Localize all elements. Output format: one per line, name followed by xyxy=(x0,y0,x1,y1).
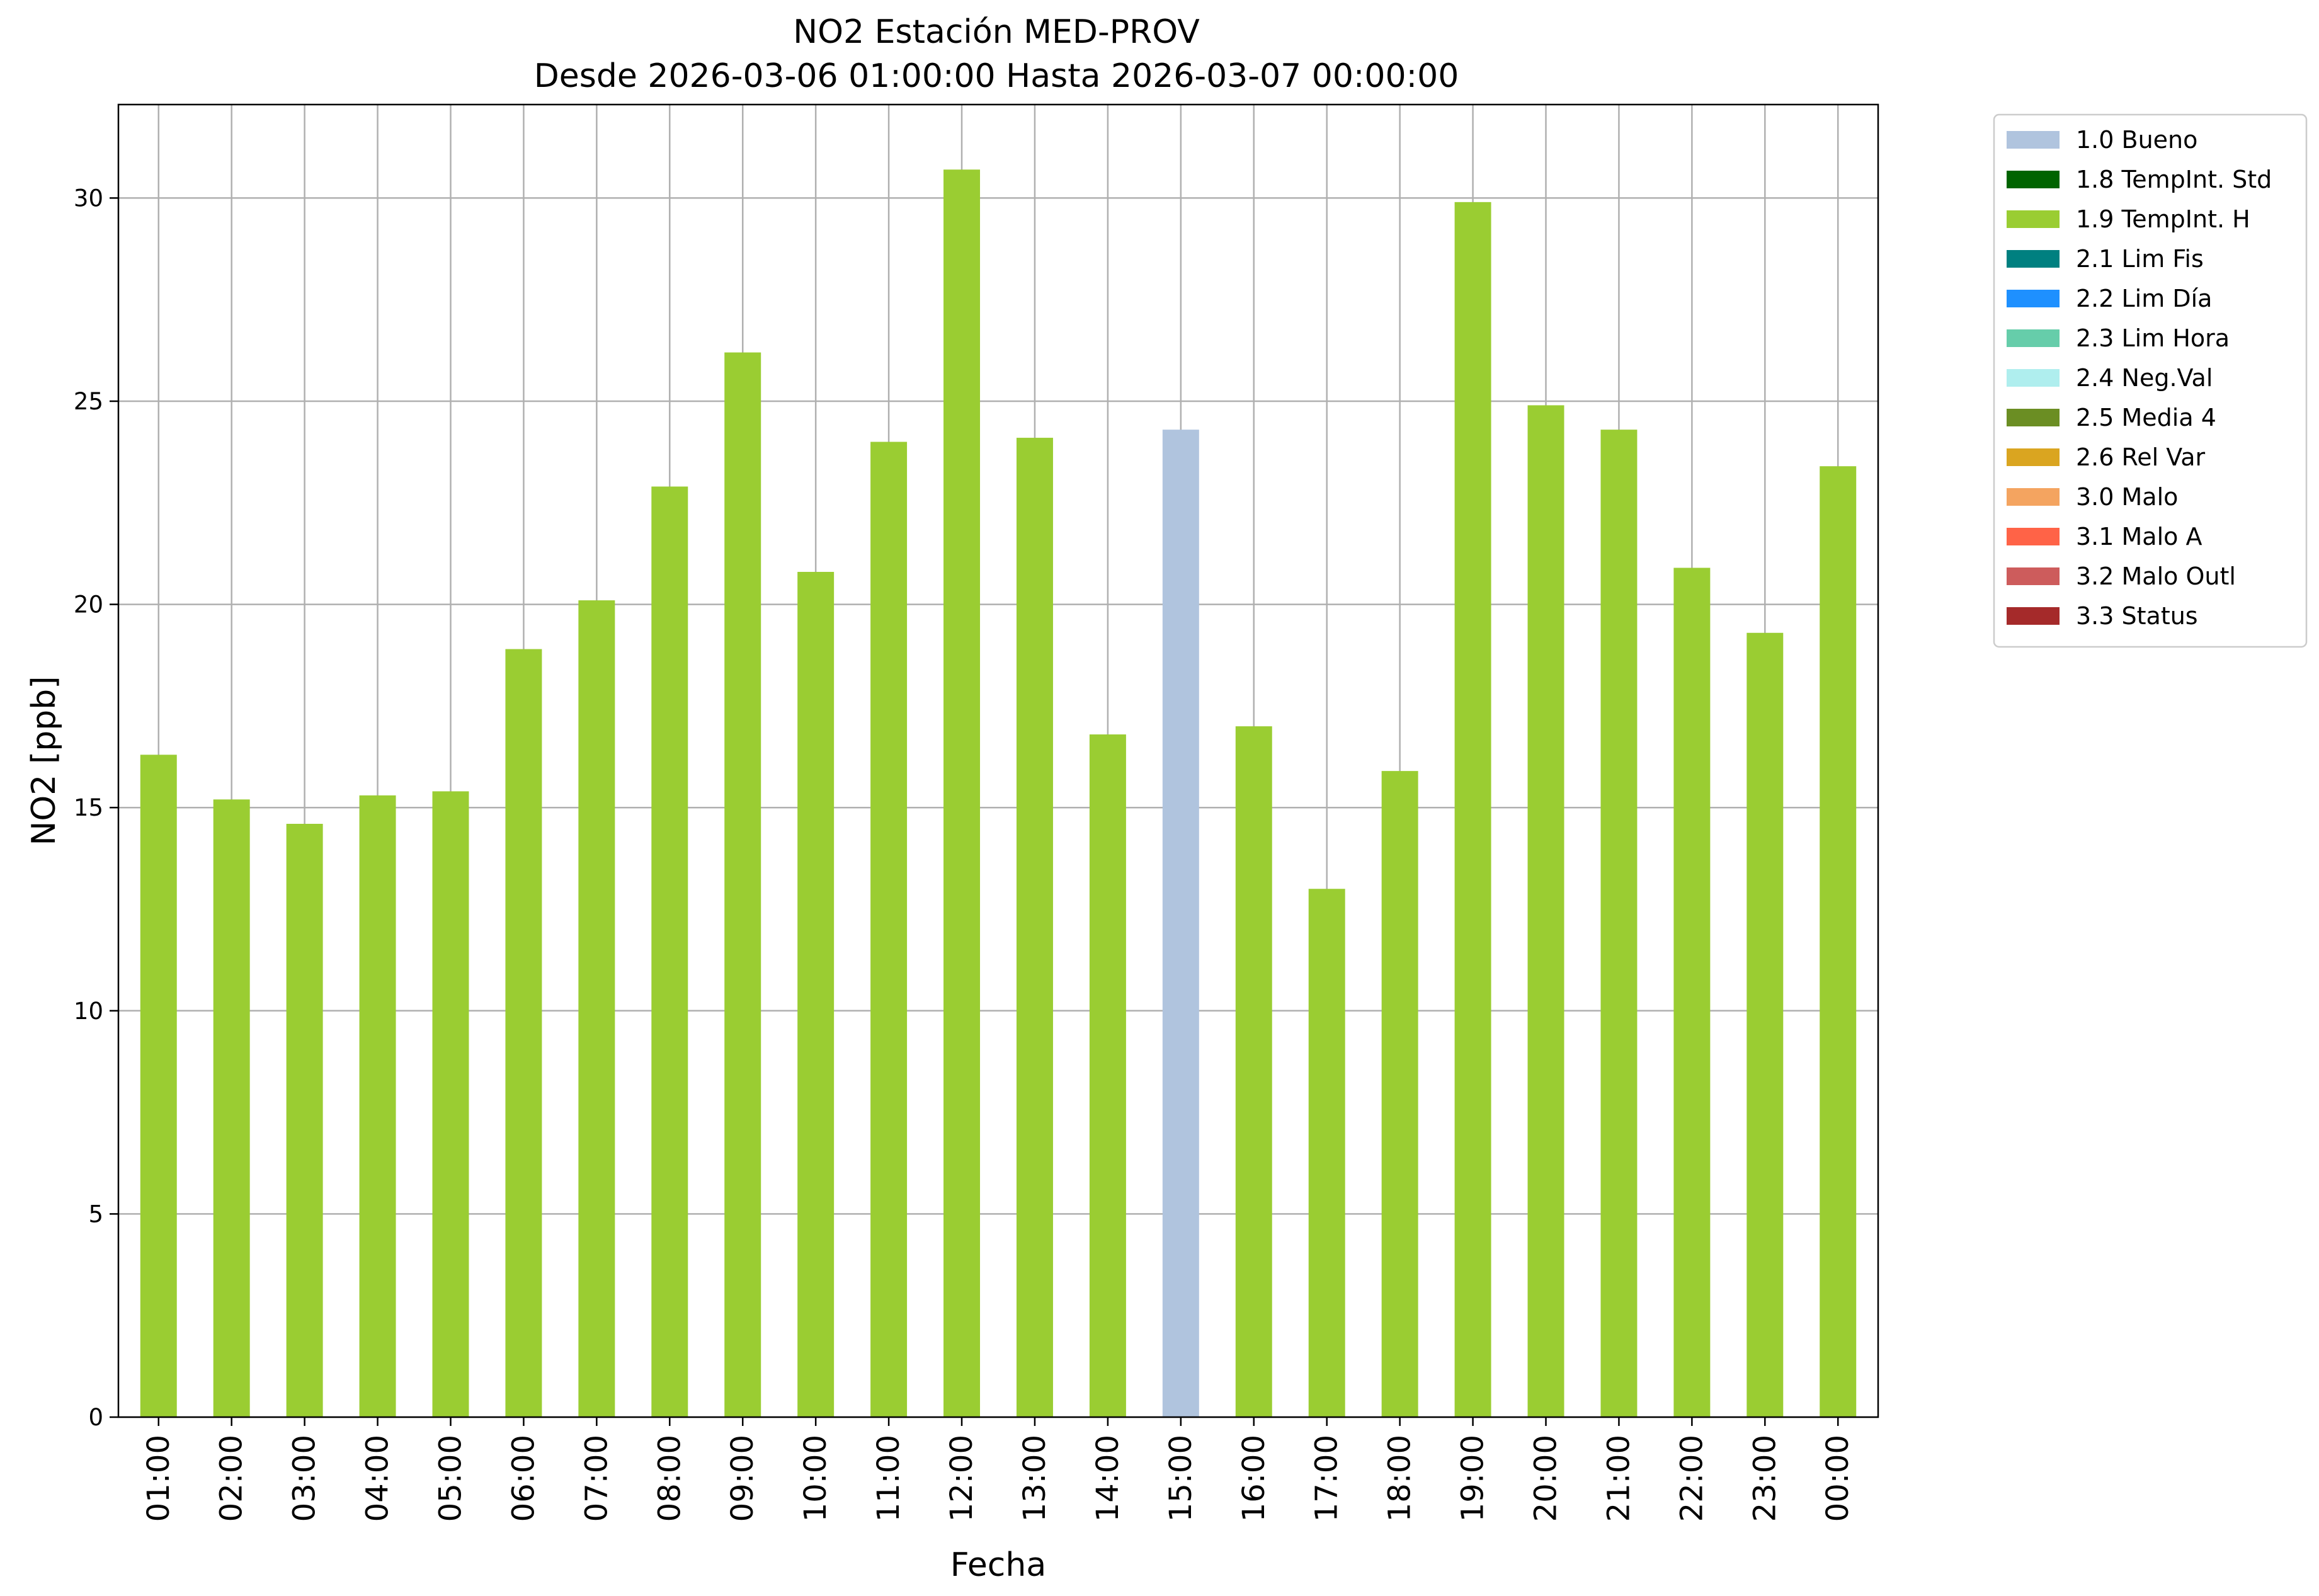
bar-1600 xyxy=(1235,726,1272,1417)
bar-1200 xyxy=(943,169,981,1418)
legend: 1.0 Bueno 1.8 TempInt. Std 1.9 TempInt. H 2… xyxy=(1993,113,2308,648)
legend-swatch xyxy=(2007,528,2060,545)
x-tick-label: 03:00 xyxy=(287,1435,322,1522)
x-tick-label: 09:00 xyxy=(725,1435,760,1522)
y-axis: 0 5 10 15 20 25 30 xyxy=(74,185,118,1431)
legend-swatch xyxy=(2007,210,2060,228)
x-axis-label: Fecha xyxy=(950,1546,1046,1584)
chart-title: NO2 Estación MED-PROV xyxy=(793,13,1200,51)
x-tick-label: 21:00 xyxy=(1601,1435,1636,1522)
y-tick-label: 5 xyxy=(88,1200,103,1228)
legend-swatch xyxy=(2007,448,2060,466)
bar-0400 xyxy=(359,795,396,1417)
x-tick-label: 08:00 xyxy=(652,1435,687,1522)
x-tick-label: 23:00 xyxy=(1747,1435,1782,1522)
plot-background xyxy=(118,105,1878,1417)
legend-swatch xyxy=(2007,290,2060,307)
bar-0000 xyxy=(1820,466,1857,1417)
x-tick-label: 10:00 xyxy=(798,1435,833,1522)
legend-entry-label: 2.2 Lim Día xyxy=(2076,285,2212,312)
bar-0500 xyxy=(432,791,469,1417)
bar-2300 xyxy=(1746,632,1784,1417)
bar-group xyxy=(140,169,1857,1418)
bar-1500 xyxy=(1162,430,1199,1417)
legend-entry-label: 3.1 Malo A xyxy=(2076,523,2202,550)
legend-entry-label: 1.9 TempInt. H xyxy=(2076,205,2250,233)
x-tick-label: 06:00 xyxy=(506,1435,541,1522)
legend-entry-label: 2.3 Lim Hora xyxy=(2076,324,2230,352)
legend-entry-label: 3.2 Malo Outl xyxy=(2076,562,2236,590)
y-tick-label: 0 xyxy=(88,1404,103,1431)
x-tick-label: 22:00 xyxy=(1674,1435,1709,1522)
legend-swatch xyxy=(2007,488,2060,506)
legend-entry-label: 2.4 Neg.Val xyxy=(2076,364,2213,392)
bar-1900 xyxy=(1454,202,1491,1418)
legend-entry-label: 2.1 Lim Fis xyxy=(2076,245,2204,273)
legend-entry-label: 3.0 Malo xyxy=(2076,483,2178,511)
legend-entry-label: 2.6 Rel Var xyxy=(2076,443,2206,471)
bar-1100 xyxy=(870,442,908,1417)
legend-box xyxy=(1993,113,2308,648)
x-tick-label: 12:00 xyxy=(944,1435,979,1522)
y-tick-label: 30 xyxy=(74,185,103,212)
x-tick-label: 07:00 xyxy=(579,1435,614,1522)
legend-swatch xyxy=(2007,329,2060,347)
y-axis-label: NO2 [ppb] xyxy=(25,676,63,845)
bar-2000 xyxy=(1527,405,1564,1417)
bar-0900 xyxy=(724,352,761,1417)
x-tick-label: 14:00 xyxy=(1090,1435,1125,1522)
x-tick-label: 17:00 xyxy=(1309,1435,1345,1522)
x-tick-label: 19:00 xyxy=(1456,1435,1491,1522)
x-tick-label: 13:00 xyxy=(1017,1435,1052,1522)
y-tick-label: 25 xyxy=(74,388,103,415)
x-axis: 01:00 02:00 03:00 04:00 05:00 06:00 07:00 08:00… xyxy=(141,1417,1855,1522)
x-tick-label: 20:00 xyxy=(1529,1435,1564,1522)
bar-0800 xyxy=(651,486,688,1417)
bar-0100 xyxy=(140,755,177,1417)
bar-1700 xyxy=(1308,889,1345,1417)
x-tick-label: 05:00 xyxy=(433,1435,468,1522)
legend-entry-label: 2.5 Media 4 xyxy=(2076,404,2216,431)
bar-2100 xyxy=(1600,430,1638,1417)
bar-2200 xyxy=(1673,567,1711,1417)
legend-swatch xyxy=(2007,369,2060,387)
bar-0700 xyxy=(578,600,615,1417)
x-tick-label: 16:00 xyxy=(1236,1435,1272,1522)
bar-0600 xyxy=(505,649,542,1417)
x-tick-label: 11:00 xyxy=(871,1435,906,1522)
y-tick-label: 10 xyxy=(74,998,103,1025)
y-tick-label: 15 xyxy=(74,794,103,821)
plot-area xyxy=(118,105,1878,1417)
legend-entry-label: 1.0 Bueno xyxy=(2076,126,2197,154)
y-tick-label: 20 xyxy=(74,591,103,618)
bar-1400 xyxy=(1089,734,1126,1417)
legend-entry-label: 1.8 TempInt. Std xyxy=(2076,166,2272,193)
bar-1300 xyxy=(1016,438,1053,1418)
x-tick-label: 04:00 xyxy=(360,1435,396,1522)
bar-0200 xyxy=(213,799,250,1417)
legend-swatch xyxy=(2007,250,2060,268)
legend-swatch xyxy=(2007,567,2060,585)
bar-0300 xyxy=(286,824,323,1417)
x-tick-label: 02:00 xyxy=(214,1435,249,1522)
x-tick-label: 18:00 xyxy=(1382,1435,1418,1522)
plot-frame xyxy=(117,103,1879,1418)
x-tick-label: 00:00 xyxy=(1820,1435,1855,1522)
legend-swatch xyxy=(2007,171,2060,188)
bar-1000 xyxy=(797,571,835,1417)
legend-swatch xyxy=(2007,607,2060,625)
legend-swatch xyxy=(2007,409,2060,426)
bar-1800 xyxy=(1381,771,1418,1417)
legend-entry-label: 3.3 Status xyxy=(2076,602,2198,630)
x-tick-label: 15:00 xyxy=(1163,1435,1199,1522)
chart-subtitle: Desde 2026-03-06 01:00:00 Hasta 2026-03-… xyxy=(534,57,1459,95)
x-tick-label: 01:00 xyxy=(141,1435,176,1522)
legend-swatch xyxy=(2007,131,2060,149)
